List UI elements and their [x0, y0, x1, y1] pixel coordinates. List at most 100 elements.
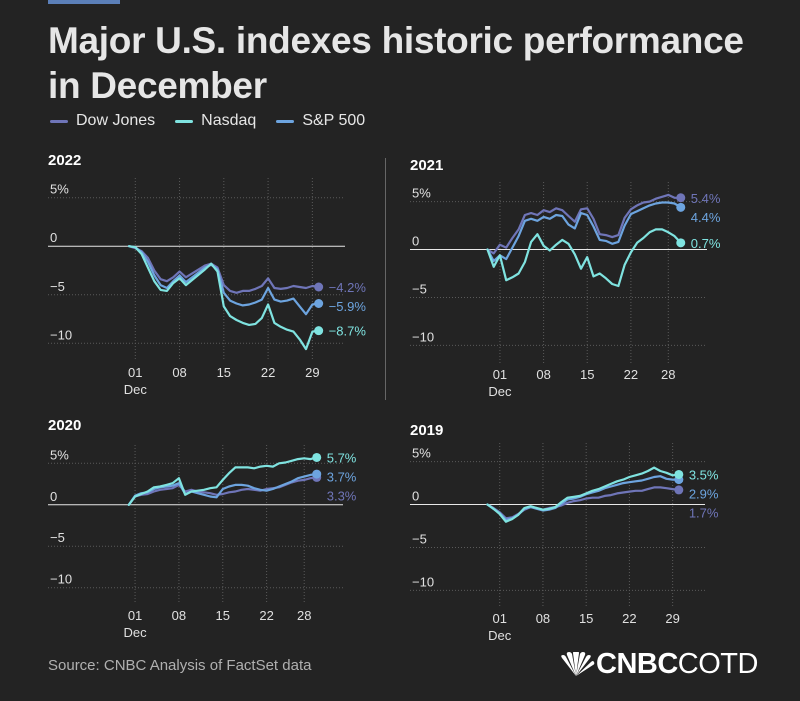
legend-item-dow: Dow Jones	[50, 112, 155, 130]
x-tick-label-2020-1: 08	[172, 608, 186, 623]
peacock-icon	[561, 651, 595, 676]
chart-2019-svg: 2019 5% 0 −5 −10 01 08 15 22 29 Dec 3.5% 2.9% 1.7%	[410, 422, 719, 643]
end-label-2022-1: −5.9%	[329, 299, 367, 314]
chart-2020-svg: 2020 5% 0 −5 −10 01 08 15 22 28 Dec 5.7% 3.7% 3.3%	[48, 417, 357, 640]
x-tick-label-2020-4: 28	[297, 608, 311, 623]
series-line-2021-s-p-500	[486, 201, 682, 263]
legend-swatch-nasdaq	[175, 119, 194, 123]
x-tick-label-2020-2: 15	[216, 608, 230, 623]
end-label-2022-2: −8.7%	[329, 324, 367, 339]
y-tick-label-2019-3: −10	[412, 574, 434, 589]
x-tick-label-2022-1: 08	[172, 365, 186, 380]
panel-title-2022: 2022	[48, 152, 81, 169]
end-marker-2020-2	[312, 452, 322, 462]
logo-text-cotd: COTD	[677, 648, 759, 680]
end-marker-2020-1	[312, 469, 322, 479]
legend-label-dow: Dow Jones	[76, 112, 156, 129]
series-line-2019-s-p-500	[486, 475, 680, 522]
x-tick-label-2022-2: 15	[217, 365, 231, 380]
series-line-2021-nasdaq	[486, 228, 682, 288]
y-tick-label-2021-0: 5%	[412, 186, 431, 201]
chart-2022-svg: 2022 5% 0 −5 −10 01 08 15 22 29 Dec −4.2% −5.9% −8.7%	[48, 152, 367, 397]
panel-title-2020: 2020	[48, 417, 81, 434]
chart-panel-2021: 2021 5% 0 −5 −10 01 08 15 22 28 Dec 5.4% 4.4% 0.7%	[385, 150, 785, 415]
top-accent-tab	[48, 0, 120, 4]
x-tick-label-2021-4: 28	[661, 367, 675, 382]
y-tick-label-2019-0: 5%	[412, 446, 431, 461]
y-tick-label-2022-3: −10	[50, 327, 72, 342]
x-tick-label-2021-3: 22	[624, 367, 638, 382]
x-tick-label-2022-0: 01	[128, 365, 142, 380]
panel-divider	[385, 158, 386, 400]
end-marker-2021-1	[676, 202, 686, 212]
x-sublabel-2022: Dec	[124, 382, 148, 397]
source-note: Source: CNBC Analysis of FactSet data	[48, 657, 312, 674]
x-tick-label-2019-4: 29	[665, 611, 679, 626]
x-tick-label-2022-4: 29	[305, 365, 319, 380]
y-tick-label-2022-0: 5%	[50, 182, 69, 197]
x-tick-label-2019-0: 01	[492, 611, 506, 626]
chart-panel-2020: 2020 5% 0 −5 −10 01 08 15 22 28 Dec 5.7% 3.7% 3.3%	[0, 410, 385, 650]
logo-text-cnbc: CNBC	[596, 648, 678, 680]
series-line-2022-dow-jones	[127, 245, 320, 294]
series-line-2020-nasdaq	[127, 456, 318, 506]
end-label-2021-1: 4.4%	[691, 210, 721, 225]
end-label-2020-1: 3.7%	[327, 469, 357, 484]
x-tick-label-2021-2: 15	[580, 367, 594, 382]
chart-2021-svg: 2021 5% 0 −5 −10 01 08 15 22 28 Dec 5.4% 4.4% 0.7%	[410, 157, 721, 399]
x-tick-label-2019-1: 08	[536, 611, 550, 626]
legend-swatch-sp500	[276, 119, 295, 123]
series-line-2022-nasdaq	[127, 245, 320, 351]
y-tick-label-2020-2: −5	[50, 530, 65, 545]
x-tick-label-2021-0: 01	[493, 367, 507, 382]
x-sublabel-2019: Dec	[488, 628, 512, 643]
end-label-2021-0: 5.4%	[691, 191, 721, 206]
end-label-2020-0: 3.3%	[327, 488, 357, 503]
series-line-2021-dow-jones	[486, 193, 682, 255]
end-marker-2019-0	[674, 485, 684, 495]
end-label-2019-0: 1.7%	[689, 505, 719, 520]
panel-title-2019: 2019	[410, 422, 443, 439]
x-tick-label-2019-2: 15	[579, 611, 593, 626]
end-label-2019-2: 3.5%	[689, 467, 719, 482]
end-marker-2021-0	[676, 193, 686, 203]
y-tick-label-2022-2: −5	[50, 279, 65, 294]
page-title: Major U.S. indexes historic performance …	[48, 20, 744, 106]
y-tick-label-2019-2: −5	[412, 531, 427, 546]
series-line-2019-dow-jones	[486, 486, 680, 520]
end-marker-2022-0	[314, 282, 324, 292]
x-sublabel-2020: Dec	[123, 625, 147, 640]
legend-item-sp500: S&P 500	[276, 112, 365, 130]
end-marker-2019-2	[674, 469, 684, 479]
chart-panel-2019: 2019 5% 0 −5 −10 01 08 15 22 29 Dec 3.5% 2.9% 1.7%	[385, 415, 785, 655]
end-marker-2022-2	[314, 326, 324, 336]
end-label-2020-2: 5.7%	[327, 450, 357, 465]
y-tick-label-2022-1: 0	[50, 230, 57, 245]
y-tick-label-2021-2: −5	[412, 281, 427, 296]
y-tick-label-2020-1: 0	[50, 489, 57, 504]
legend-item-nasdaq: Nasdaq	[175, 112, 256, 130]
cnbc-logo: CNBC COTD	[556, 648, 758, 681]
end-marker-2021-2	[676, 238, 686, 248]
x-tick-label-2022-3: 22	[261, 365, 275, 380]
y-tick-label-2020-3: −10	[50, 572, 72, 587]
panel-title-2021: 2021	[410, 157, 443, 174]
legend-swatch-dow	[50, 119, 68, 123]
end-label-2022-0: −4.2%	[329, 280, 367, 295]
y-tick-label-2020-0: 5%	[50, 447, 69, 462]
x-tick-label-2021-1: 08	[536, 367, 550, 382]
x-tick-label-2019-3: 22	[622, 611, 636, 626]
end-label-2019-1: 2.9%	[689, 486, 719, 501]
y-tick-label-2021-1: 0	[412, 234, 419, 249]
y-tick-label-2021-3: −10	[412, 329, 434, 344]
chart-panel-2022: 2022 5% 0 −5 −10 01 08 15 22 29 Dec −4.2% −5.9% −8.7%	[0, 145, 385, 405]
series-line-2022-s-p-500	[127, 245, 320, 316]
end-marker-2022-1	[314, 299, 324, 308]
x-sublabel-2021: Dec	[488, 384, 512, 399]
legend-label-sp500: S&P 500	[302, 112, 366, 129]
x-tick-label-2020-0: 01	[128, 608, 142, 623]
x-tick-label-2020-3: 22	[259, 608, 273, 623]
legend: Dow Jones Nasdaq S&P 500	[50, 112, 365, 130]
series-line-2019-nasdaq	[486, 466, 680, 523]
legend-label-nasdaq: Nasdaq	[201, 112, 257, 129]
